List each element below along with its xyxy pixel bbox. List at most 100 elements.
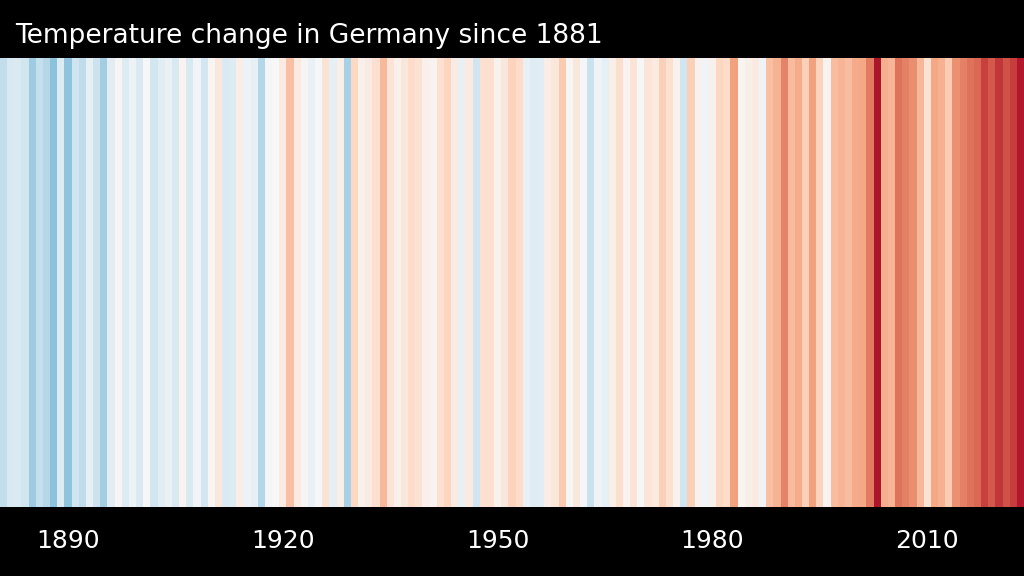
Bar <box>36 58 43 507</box>
Bar <box>237 58 244 507</box>
Bar <box>122 58 129 507</box>
Bar <box>65 58 72 507</box>
Bar <box>515 58 522 507</box>
Bar <box>845 58 852 507</box>
Bar <box>967 58 974 507</box>
Bar <box>194 58 201 507</box>
Bar <box>701 58 709 507</box>
Bar <box>744 58 752 507</box>
Bar <box>459 58 466 507</box>
Bar <box>22 58 29 507</box>
Bar <box>709 58 716 507</box>
Bar <box>480 58 487 507</box>
Bar <box>251 58 258 507</box>
Bar <box>565 58 572 507</box>
Bar <box>265 58 272 507</box>
Bar <box>29 58 36 507</box>
Bar <box>623 58 630 507</box>
Bar <box>558 58 565 507</box>
Bar <box>787 58 795 507</box>
Bar <box>881 58 888 507</box>
Bar <box>373 58 380 507</box>
Bar <box>444 58 452 507</box>
Bar <box>916 58 924 507</box>
Bar <box>838 58 845 507</box>
Text: 1980: 1980 <box>681 529 744 553</box>
Bar <box>644 58 651 507</box>
Bar <box>716 58 723 507</box>
Bar <box>766 58 773 507</box>
Bar <box>473 58 480 507</box>
Bar <box>938 58 945 507</box>
Bar <box>859 58 866 507</box>
Bar <box>72 58 79 507</box>
Bar <box>608 58 615 507</box>
Bar <box>495 58 502 507</box>
Bar <box>280 58 287 507</box>
Bar <box>572 58 580 507</box>
Bar <box>1002 58 1010 507</box>
Bar <box>215 58 222 507</box>
Bar <box>537 58 544 507</box>
Bar <box>694 58 701 507</box>
Bar <box>924 58 931 507</box>
Bar <box>673 58 680 507</box>
Bar <box>0 58 7 507</box>
Bar <box>380 58 387 507</box>
Bar <box>301 58 308 507</box>
Bar <box>143 58 151 507</box>
Bar <box>50 58 57 507</box>
Bar <box>852 58 859 507</box>
Bar <box>229 58 237 507</box>
Bar <box>337 58 344 507</box>
Bar <box>86 58 93 507</box>
Text: 1950: 1950 <box>466 529 529 553</box>
Bar <box>816 58 823 507</box>
Bar <box>179 58 186 507</box>
Bar <box>430 58 437 507</box>
Bar <box>323 58 330 507</box>
Text: Temperature change in Germany since 1881: Temperature change in Germany since 1881 <box>15 23 603 49</box>
Bar <box>981 58 988 507</box>
Bar <box>737 58 744 507</box>
Bar <box>43 58 50 507</box>
Bar <box>752 58 759 507</box>
Bar <box>594 58 601 507</box>
Bar <box>544 58 551 507</box>
Bar <box>344 58 351 507</box>
Bar <box>466 58 473 507</box>
Bar <box>522 58 529 507</box>
Bar <box>802 58 809 507</box>
Bar <box>509 58 515 507</box>
Bar <box>136 58 143 507</box>
Bar <box>902 58 909 507</box>
Text: 2010: 2010 <box>896 529 959 553</box>
Bar <box>222 58 229 507</box>
Bar <box>795 58 802 507</box>
Bar <box>759 58 766 507</box>
Bar <box>93 58 100 507</box>
Bar <box>172 58 179 507</box>
Bar <box>615 58 623 507</box>
Bar <box>201 58 208 507</box>
Bar <box>416 58 423 507</box>
Bar <box>57 58 65 507</box>
Bar <box>551 58 558 507</box>
Bar <box>587 58 594 507</box>
Bar <box>988 58 995 507</box>
Bar <box>888 58 895 507</box>
Bar <box>100 58 108 507</box>
Bar <box>830 58 838 507</box>
Bar <box>294 58 301 507</box>
Bar <box>452 58 459 507</box>
Bar <box>387 58 394 507</box>
Bar <box>502 58 509 507</box>
Bar <box>330 58 337 507</box>
Bar <box>823 58 830 507</box>
Bar <box>780 58 787 507</box>
Bar <box>487 58 495 507</box>
Bar <box>637 58 644 507</box>
Bar <box>244 58 251 507</box>
Bar <box>423 58 430 507</box>
Bar <box>151 58 158 507</box>
